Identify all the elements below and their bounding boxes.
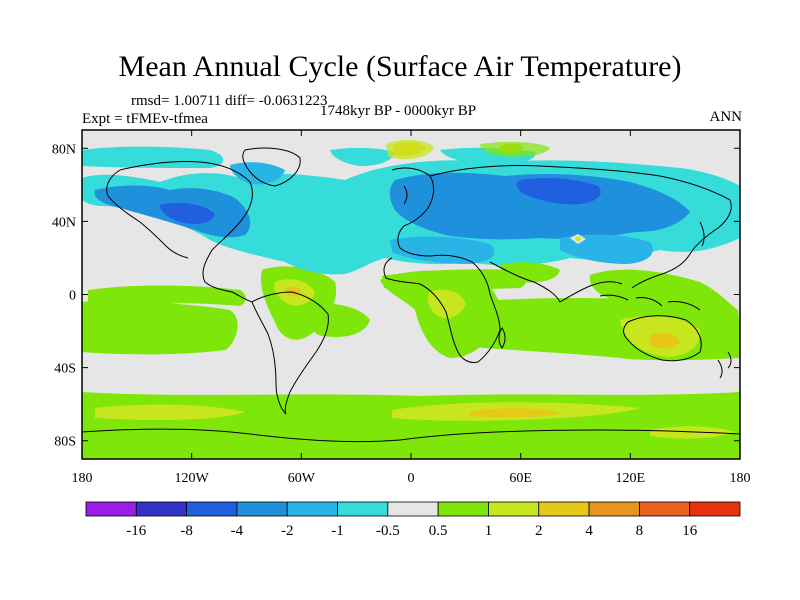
field-greenland-cool xyxy=(230,162,285,185)
colorbar-swatch xyxy=(638,501,691,517)
colorbar-label: 1 xyxy=(485,523,493,539)
field-north-america-core xyxy=(160,202,215,224)
lon-tick-label: 0 xyxy=(408,471,415,486)
coastlines xyxy=(82,147,740,443)
field-australia-hot xyxy=(650,332,680,349)
field-barents-green xyxy=(480,141,550,157)
colorbar-label: 16 xyxy=(682,523,698,539)
field-arctic-atlantic xyxy=(330,147,395,166)
field-west-pacific xyxy=(589,269,740,330)
colorbar-label: 4 xyxy=(585,523,593,539)
colorbar-swatch xyxy=(236,501,288,517)
colorbar-swatch xyxy=(337,501,389,517)
colorbar-label: 8 xyxy=(636,523,644,539)
field-arabia xyxy=(500,262,560,283)
latitude-axis: 80N 40N 0 40S 80S xyxy=(52,142,740,450)
field-sahara-strip xyxy=(382,269,527,290)
field-eurasia-cold xyxy=(389,172,690,240)
lon-tick-label: 120W xyxy=(175,471,210,486)
field-pacific-equator xyxy=(88,285,246,306)
lat-tick-label: 0 xyxy=(69,289,76,304)
colorbar-label: -8 xyxy=(180,523,193,539)
colorbar-swatch xyxy=(286,501,338,517)
field-arctic-cool xyxy=(82,146,224,168)
stats-label: rmsd= 1.00711 diff= -0.0631223 xyxy=(131,93,328,109)
colorbar-swatch xyxy=(437,501,489,517)
lon-tick-label: 60E xyxy=(509,471,532,486)
colorbar-label: -0.5 xyxy=(376,523,400,539)
lat-tick-label: 80S xyxy=(54,435,76,450)
field-africa-warm xyxy=(427,289,466,319)
season-label: ANN xyxy=(709,109,743,125)
field-antarctica-warm xyxy=(95,402,735,439)
field-siberia-core xyxy=(516,178,601,205)
colorbar-label: 0.5 xyxy=(429,523,448,539)
colorbar-swatch xyxy=(538,501,590,517)
colorbar-swatch xyxy=(186,501,238,517)
colorbar-label: -4 xyxy=(231,523,244,539)
colorbar-swatch xyxy=(488,501,540,517)
colorbar-label: 2 xyxy=(535,523,543,539)
field-south-pacific xyxy=(82,302,238,355)
lon-tick-label: 180 xyxy=(72,471,93,486)
map-field xyxy=(82,130,740,459)
colorbar: -16 -8 -4 -2 -1 -0.5 0.5 1 2 4 8 16 xyxy=(85,501,741,539)
colorbar-swatch xyxy=(588,501,640,517)
longitude-axis: 180 120W 60W 0 60E 120E 180 xyxy=(72,130,751,486)
field-arctic-warm-2 xyxy=(386,139,434,160)
field-southern-ocean xyxy=(82,392,740,459)
field-east-asia xyxy=(560,234,653,264)
field-mediterranean xyxy=(390,236,495,264)
plot-title: Mean Annual Cycle (Surface Air Temperatu… xyxy=(118,50,682,83)
lat-tick-label: 40N xyxy=(52,215,76,230)
colorbar-label: -1 xyxy=(331,523,344,539)
lat-tick-label: 80N xyxy=(52,142,76,157)
colorbar-swatch xyxy=(85,501,137,517)
field-antarctica-hot xyxy=(470,408,560,418)
experiment-label: Expt = tFMEv-tfmea xyxy=(82,111,208,127)
period-label: 1748kyr BP - 0000kyr BP xyxy=(320,103,477,119)
colorbar-label: -16 xyxy=(126,523,146,539)
colorbar-swatch xyxy=(387,501,439,517)
lon-tick-label: 60W xyxy=(288,471,316,486)
colorbar-label: -2 xyxy=(281,523,294,539)
lat-tick-label: 40S xyxy=(54,362,76,377)
colorbar-swatch xyxy=(135,501,188,517)
colorbar-swatch xyxy=(689,501,741,517)
field-tibet-warm xyxy=(574,236,582,242)
lon-tick-label: 180 xyxy=(730,471,751,486)
lon-tick-label: 120E xyxy=(616,471,646,486)
